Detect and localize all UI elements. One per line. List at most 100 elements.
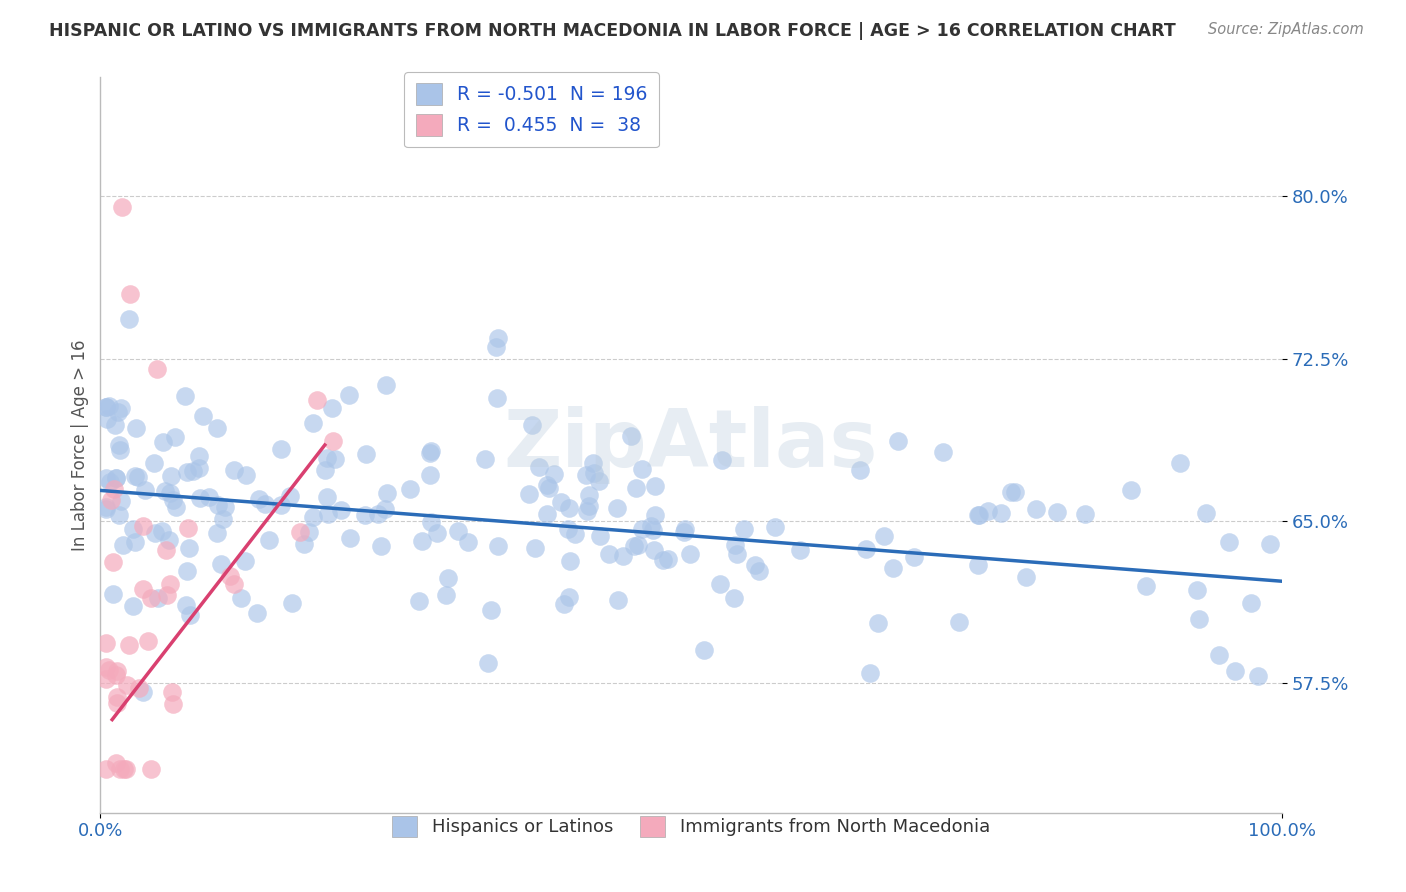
Point (219, 568, 242, 582)
Point (557, 522, 579, 536)
Point (107, 405, 129, 419)
Text: Source: ZipAtlas.com: Source: ZipAtlas.com (1208, 22, 1364, 37)
Point (270, 498, 292, 512)
Point (709, 576, 731, 591)
Point (108, 508, 131, 523)
Point (134, 483, 156, 497)
Point (967, 558, 990, 573)
Point (519, 487, 541, 501)
Point (314, 463, 336, 477)
Point (174, 389, 197, 403)
Point (1015, 570, 1038, 584)
Point (967, 508, 990, 522)
Point (146, 591, 169, 606)
Point (543, 467, 565, 481)
Point (146, 362, 169, 376)
Point (157, 533, 180, 548)
Point (558, 590, 581, 604)
Point (748, 564, 770, 578)
Point (96, 672, 118, 686)
Point (558, 501, 581, 516)
Point (323, 452, 346, 467)
Point (152, 435, 174, 450)
Point (233, 554, 256, 568)
Point (176, 466, 198, 480)
Point (181, 464, 204, 478)
Point (302, 510, 325, 524)
Point (124, 421, 146, 435)
Point (990, 507, 1012, 521)
Point (724, 538, 747, 552)
Point (115, 678, 138, 692)
Point (96, 636, 118, 650)
Point (1073, 507, 1095, 521)
Point (124, 534, 146, 549)
Point (692, 642, 714, 657)
Point (132, 519, 155, 533)
Point (408, 594, 430, 608)
Point (354, 446, 377, 460)
Point (108, 438, 131, 452)
Point (110, 200, 132, 214)
Point (1025, 502, 1047, 516)
Point (644, 508, 666, 523)
Point (1218, 535, 1240, 549)
Point (205, 525, 228, 540)
Point (1135, 579, 1157, 593)
Point (623, 539, 645, 553)
Point (903, 549, 925, 564)
Point (322, 434, 344, 448)
Point (536, 507, 558, 521)
Point (744, 558, 766, 572)
Point (254, 497, 277, 511)
Point (848, 463, 870, 477)
Point (139, 762, 162, 776)
Point (1185, 582, 1208, 597)
Point (179, 607, 201, 622)
Point (606, 501, 628, 516)
Point (330, 503, 353, 517)
Point (673, 522, 696, 536)
Point (118, 286, 141, 301)
Point (612, 549, 634, 564)
Point (316, 450, 339, 465)
Point (644, 478, 666, 492)
Point (367, 508, 389, 522)
Y-axis label: In Labor Force | Age > 16: In Labor Force | Age > 16 (72, 339, 89, 550)
Point (1208, 648, 1230, 662)
Point (948, 615, 970, 630)
Point (627, 538, 650, 552)
Point (733, 522, 755, 536)
Point (486, 331, 509, 345)
Point (575, 504, 598, 518)
Point (564, 526, 586, 541)
Text: HISPANIC OR LATINO VS IMMIGRANTS FROM NORTH MACEDONIA IN LABOR FORCE | AGE > 16 : HISPANIC OR LATINO VS IMMIGRANTS FROM NO… (49, 22, 1175, 40)
Point (292, 537, 315, 551)
Point (434, 587, 457, 601)
Point (110, 493, 132, 508)
Point (177, 521, 200, 535)
Point (375, 378, 398, 392)
Point (1247, 669, 1270, 683)
Point (122, 599, 145, 614)
Point (205, 421, 228, 435)
Point (588, 474, 610, 488)
Point (110, 401, 132, 416)
Point (214, 500, 236, 514)
Text: ZipAtlas: ZipAtlas (503, 406, 879, 484)
Point (550, 495, 572, 509)
Point (527, 459, 550, 474)
Point (103, 417, 125, 432)
Point (583, 466, 606, 480)
Point (558, 553, 581, 567)
Point (419, 446, 441, 460)
Point (132, 582, 155, 596)
Point (339, 531, 361, 545)
Point (115, 762, 138, 776)
Point (165, 500, 187, 515)
Point (578, 488, 600, 502)
Point (307, 392, 329, 407)
Point (763, 520, 786, 534)
Point (176, 564, 198, 578)
Point (318, 507, 340, 521)
